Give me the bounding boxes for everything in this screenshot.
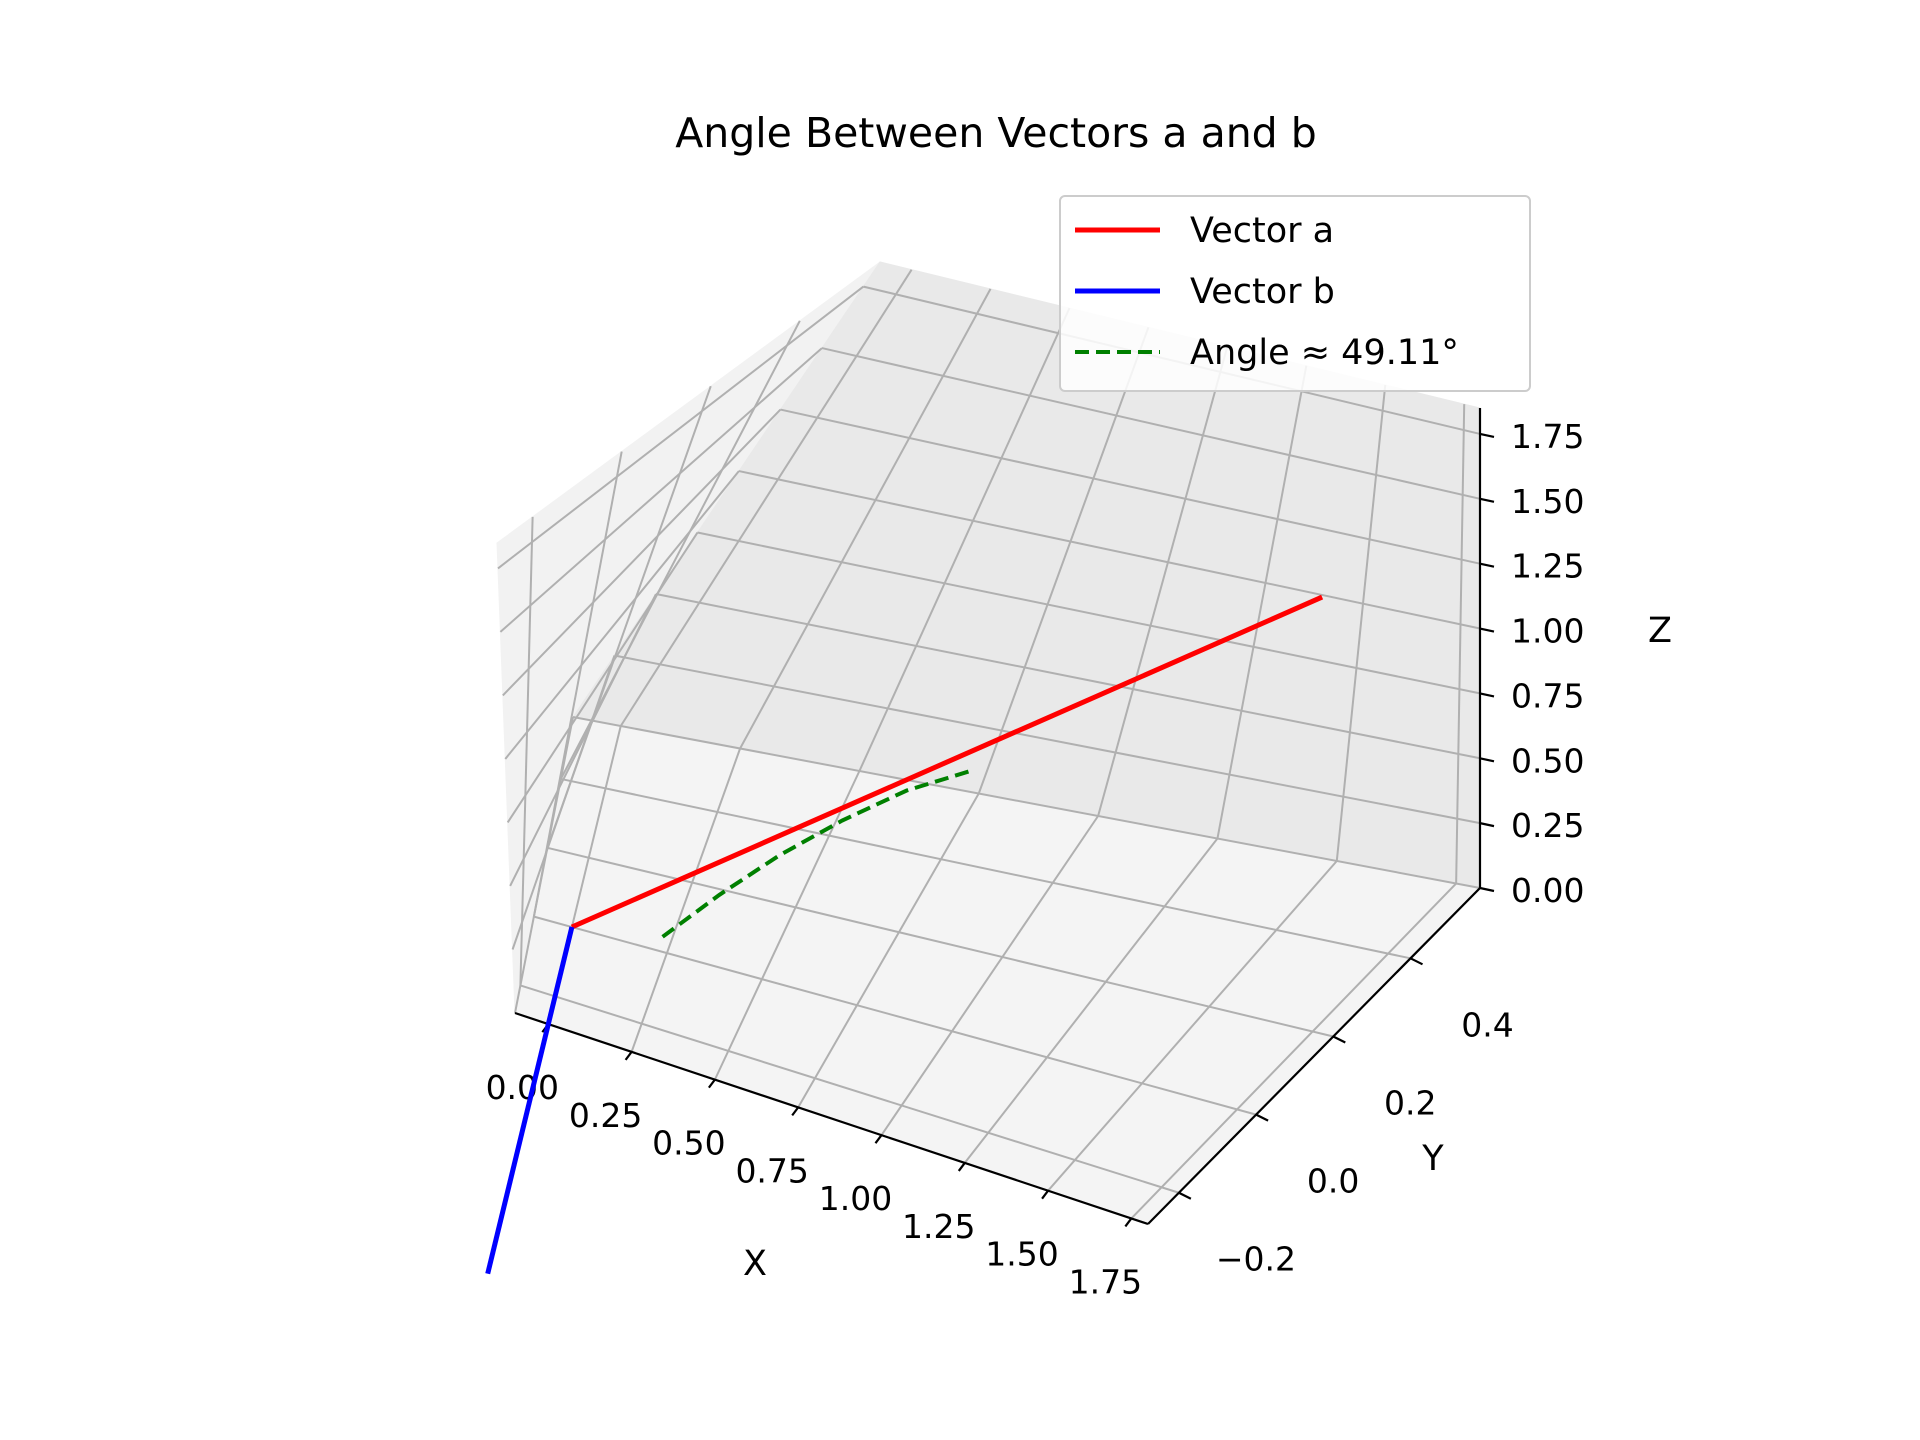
legend: Vector a Vector b Angle ≈ 49.11° (1059, 195, 1531, 392)
grid-line-z-back (821, 347, 1481, 500)
x-axis-label: X (743, 1244, 767, 1284)
y-tick-mark (1332, 1035, 1346, 1044)
z-tick-mark (1479, 497, 1495, 503)
x-tick-label: 0.25 (569, 1096, 642, 1135)
y-tick-label: 0.0 (1307, 1162, 1359, 1201)
grid-line-x-floor (1047, 860, 1338, 1192)
x-tick-label: 0.50 (652, 1124, 725, 1163)
grid-line-x-floor (630, 748, 742, 1053)
grid-line-z-back (697, 531, 1481, 695)
grid-line-z-back (572, 716, 1481, 889)
data-series (485, 594, 1324, 1275)
grid-line-z-back (614, 654, 1481, 825)
x-tick-label: 1.75 (1069, 1262, 1142, 1301)
grid-line-x-floor (713, 770, 861, 1081)
z-tick-label: 1.75 (1511, 417, 1584, 456)
y-axis-line (1147, 887, 1481, 1225)
grid-line-z-side (511, 655, 616, 950)
grid-line-x-back (1335, 384, 1387, 862)
grid-line-z-side (509, 593, 657, 887)
grid-line-z-side (502, 408, 782, 697)
grid-line-x-back (977, 326, 1150, 794)
z-tick-label: 0.25 (1511, 806, 1584, 845)
x-tick-label: 0.75 (735, 1151, 808, 1190)
grid-line-z-back (738, 470, 1481, 630)
z-tick-mark (1479, 886, 1495, 893)
tick-labels: 0.000.250.500.751.001.251.501.75−0.20.00… (486, 417, 1585, 1302)
y-tick-mark (1410, 957, 1424, 966)
grid-line-y-floor (520, 984, 1180, 1194)
y-tick-mark (1255, 1113, 1269, 1122)
x-tick-mark (624, 1051, 633, 1061)
x-tick-mark (957, 1162, 966, 1172)
y-tick-mark (1178, 1191, 1192, 1200)
legend-box (1059, 195, 1531, 392)
chart-title: Angle Between Vectors a and b (675, 109, 1317, 157)
x-tick-mark (874, 1134, 883, 1144)
x-tick-label: 1.25 (902, 1207, 975, 1246)
x-axis-line (514, 1011, 1149, 1226)
z-tick-mark (1479, 692, 1495, 698)
grid-line-y-side (519, 516, 534, 986)
legend-label: Vector a (1190, 211, 1334, 251)
z-axis-label: Z (1648, 611, 1672, 651)
series-line-3 (661, 768, 973, 939)
z-tick-label: 1.25 (1511, 547, 1584, 586)
series-line-1 (570, 594, 1324, 930)
grid-line-z-side (504, 470, 740, 760)
z-tick-label: 0.50 (1511, 741, 1584, 780)
x-tick-mark (708, 1078, 716, 1089)
y-tick-label: 0.2 (1384, 1083, 1436, 1122)
grid-lines (497, 269, 1481, 1220)
grid-line-z-side (499, 347, 823, 633)
grid-line-x-back (1216, 365, 1308, 839)
legend-label: Angle ≈ 49.11° (1190, 333, 1459, 373)
x-tick-label: 0.00 (486, 1068, 559, 1107)
grid-line-x-floor (963, 837, 1219, 1164)
x-tick-label: 1.50 (985, 1235, 1058, 1274)
grid-line-x-back (619, 269, 913, 727)
y-tick-label: 0.4 (1461, 1005, 1513, 1044)
z-tick-mark (1479, 432, 1495, 439)
z-tick-label: 1.50 (1511, 482, 1584, 521)
z-tick-mark (1479, 627, 1495, 633)
y-tick-label: −0.2 (1216, 1240, 1296, 1279)
z-tick-label: 0.00 (1511, 871, 1584, 910)
grid-line-x-back (739, 288, 992, 749)
x-tick-label: 1.00 (819, 1179, 892, 1218)
x-tick-mark (791, 1106, 800, 1117)
grid-line-z-side (514, 716, 574, 1014)
grid-line-y-floor (560, 777, 1411, 960)
grid-line-z-back (655, 593, 1481, 760)
z-tick-mark (1479, 757, 1495, 763)
legend-label: Vector b (1190, 272, 1335, 312)
grid-line-x-back (1097, 346, 1229, 817)
grid-line-z-back (780, 408, 1481, 565)
grid-line-x-back (858, 307, 1071, 772)
z-tick-mark (1479, 562, 1495, 568)
y-axis-label: Y (1421, 1139, 1444, 1179)
z-tick-label: 0.75 (1511, 676, 1584, 715)
x-tick-mark (1124, 1217, 1133, 1228)
series-line-2 (485, 926, 575, 1275)
grid-line-z-side (506, 531, 699, 824)
grid-line-y-floor (533, 915, 1257, 1116)
grid-line-z-side (497, 285, 865, 570)
grid-line-x-back (1455, 404, 1466, 884)
grid-line-x-floor (1130, 882, 1457, 1220)
grid-line-x-floor (880, 815, 1099, 1136)
z-tick-mark (1479, 822, 1495, 828)
axis-lines (514, 408, 1495, 1228)
grid-line-x-floor (797, 793, 980, 1108)
z-tick-label: 1.00 (1511, 612, 1584, 651)
x-tick-mark (1041, 1190, 1049, 1200)
